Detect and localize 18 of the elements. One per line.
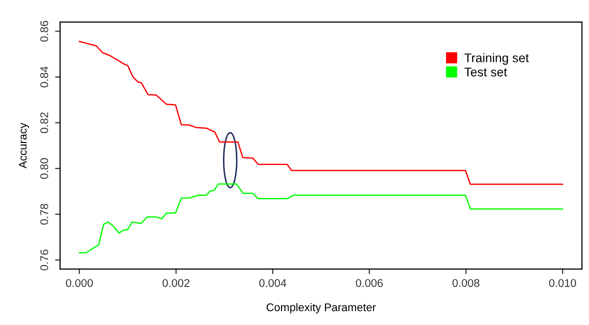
x-tick-label: 0.010 — [549, 279, 576, 287]
y-tick-label: 0.82 — [40, 112, 48, 134]
line-series — [78, 183, 564, 254]
y-tick-label: 0.84 — [40, 66, 48, 88]
x-tick-label: 0.006 — [356, 279, 383, 287]
x-tick-label: 0.002 — [162, 279, 190, 287]
legend-label: Training set — [464, 53, 529, 65]
x-tick-label: 0.000 — [66, 279, 93, 287]
x-axis-title: Complexity Parameter — [266, 303, 376, 314]
y-tick-label: 0.80 — [40, 158, 48, 179]
line-series — [78, 40, 564, 185]
y-tick-label: 0.78 — [40, 204, 48, 225]
legend-label: Test set — [464, 68, 508, 76]
y-tick-label: 0.76 — [40, 250, 48, 270]
y-tick-label: 0.86 — [40, 20, 48, 42]
x-tick-label: 0.004 — [259, 279, 286, 287]
x-tick-label: 0.008 — [452, 279, 480, 287]
y-axis-title: Accuracy — [18, 122, 29, 168]
